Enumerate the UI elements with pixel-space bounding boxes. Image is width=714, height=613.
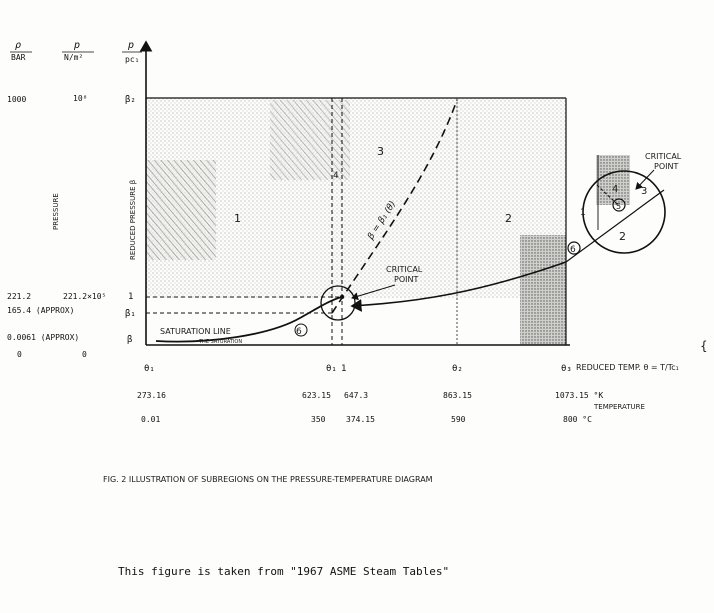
row3-beta: β₁ [125,309,136,319]
region-1-hatch [146,160,216,260]
inset-critical-pointer [635,169,655,190]
kelvin-1073: 1073.15 °K [555,391,603,400]
critical-point-line1: CRITICAL [386,265,423,274]
theta3-label: θ₃ [561,364,572,374]
region-3-hatch [270,100,350,180]
inset-region-5-label: 5 [616,202,621,211]
region-high-temp-shading [520,235,566,345]
row2-beta: 1 [128,292,133,302]
nm-column-unit: N/m² [64,53,83,62]
region-6-marker [567,241,581,255]
theta1-label: θ₁ [326,364,337,374]
inset-region-1-label: 1 [580,208,586,218]
margin-mark: { [700,339,708,353]
region-2-label: 2 [505,212,512,225]
row2-nm: 221.2×10⁵ [63,292,106,301]
critical-point-dot [339,294,345,300]
critical-point-circle [320,285,356,321]
bar-column-unit: BAR [11,53,26,62]
temperature-axis-label: TEMPERATURE [593,403,645,411]
saturation-label: SATURATION LINE [160,327,231,336]
nm-column-head: p [73,40,80,51]
kelvin-863: 863.15 [443,391,472,400]
celsius-0: 0.01 [141,415,160,424]
row4-bar: 0.0061 (APPROX) [7,333,79,342]
kelvin-623: 623.15 [302,391,331,400]
inset-boundary-diagonal [565,189,665,263]
saturation-sublabel: THE SATURATION [198,339,242,345]
inset-region-3-label: 3 [641,186,647,197]
boundary-curve-beta-theta [331,99,458,314]
row1-nm: 10⁸ [73,94,87,103]
figure-caption: FIG. 2 ILLUSTRATION OF SUBREGIONS ON THE… [103,475,433,484]
celsius-350: 350 [311,415,326,424]
theta-critical-label: 1 [341,364,346,374]
theta2-label: θ₂ [452,364,463,374]
saturation-region-6-label: 6 [296,327,302,337]
row4-beta: β [127,335,132,345]
saturation-line [155,296,343,343]
row1-beta: β₂ [125,95,136,105]
row5-bar: 0 [17,350,22,359]
region-1-label: 1 [234,212,241,225]
critical-point-line2: POINT [394,275,418,284]
region-3-label: 3 [377,145,384,158]
critical-point-pointer [351,284,396,301]
inset-critical-line2: POINT [654,162,678,171]
region-6-label: 6 [570,245,576,255]
row3-bar: 165.4 (APPROX) [7,306,74,315]
inset-circle [582,170,666,254]
reduced-column-head: p [127,40,134,51]
celsius-800: 800 °C [563,415,592,424]
source-note: This figure is taken from "1967 ASME Ste… [118,565,449,578]
saturation-region-6-marker [294,323,308,337]
bar-column-head: ρ [15,40,21,51]
reduced-pressure-axis-label: REDUCED PRESSURE β [129,180,137,260]
theta-origin-label: θ₁ [144,364,155,374]
reduced-temp-axis-label: REDUCED TEMP. θ = T/Tc₁ [576,363,679,372]
inset-critical-line1: CRITICAL [645,152,682,161]
row1-bar: 1000 [7,95,26,104]
kelvin-647: 647.3 [344,391,368,400]
inset-region-4-label: 4 [612,184,618,195]
region-6-curve [350,261,567,312]
pressure-axis-label: PRESSURE [52,193,60,230]
inset-shading [596,155,630,205]
reduced-column-unit: pc₁ [125,55,139,64]
row2-bar: 221.2 [7,292,31,301]
inset-region-5-marker [612,198,626,212]
region-4-label: 4 [333,171,339,181]
kelvin-273: 273.16 [137,391,166,400]
celsius-590: 590 [451,415,466,424]
inset-region-2-label: 2 [619,230,626,243]
row5-nm: 0 [82,350,87,359]
celsius-374: 374.15 [346,415,375,424]
